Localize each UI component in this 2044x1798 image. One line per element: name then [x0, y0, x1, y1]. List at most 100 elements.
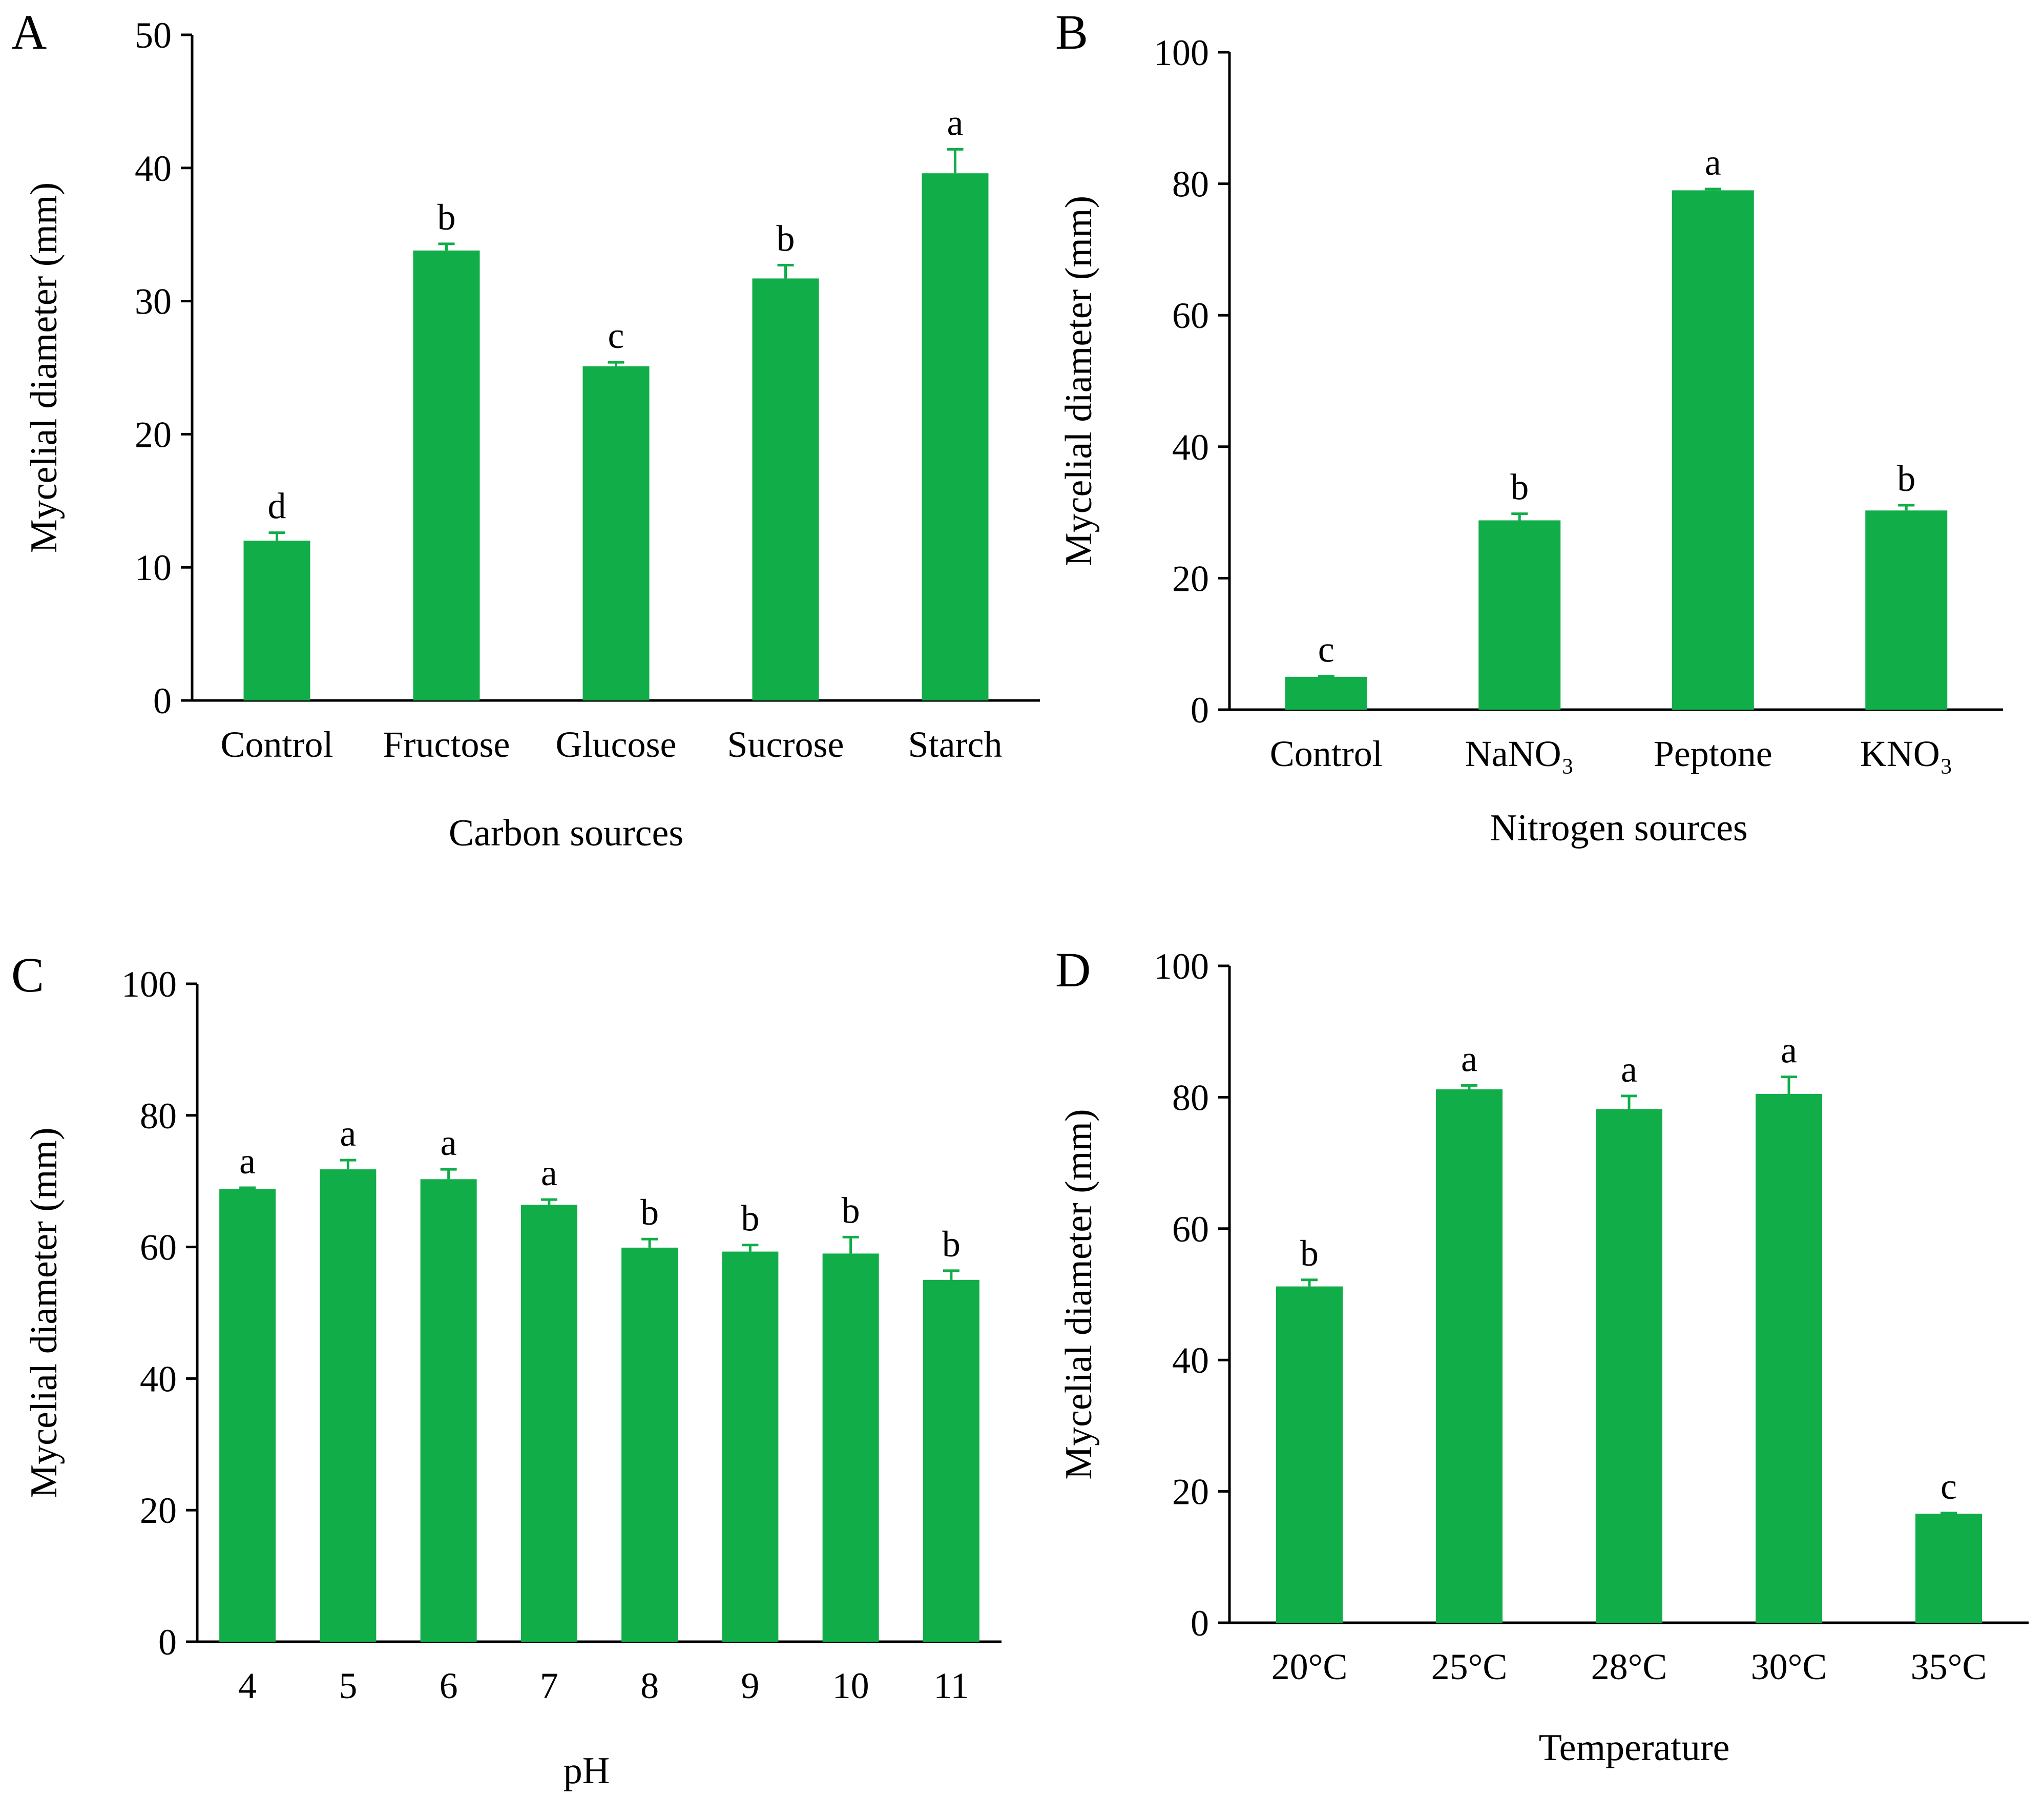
x-tick-label: 10 [832, 1665, 869, 1706]
y-tick-label: 20 [135, 414, 172, 455]
bar [722, 1251, 779, 1642]
x-axis-title: Nitrogen sources [1490, 807, 1747, 849]
y-tick-label: 80 [140, 1096, 177, 1136]
significance-letter: c [1941, 1466, 1957, 1507]
y-tick-label: 40 [140, 1358, 177, 1399]
y-tick-label: 10 [135, 547, 172, 588]
y-tick-label: 100 [1154, 32, 1209, 73]
x-tick-label: 8 [640, 1665, 659, 1706]
x-tick-label: Control [1270, 733, 1383, 774]
x-tick-label: 25°C [1431, 1646, 1508, 1687]
y-tick-label: 50 [135, 15, 172, 56]
bar [621, 1247, 678, 1642]
panel-letter: A [11, 5, 47, 59]
significance-letter: a [1461, 1038, 1477, 1079]
bar [219, 1189, 276, 1642]
x-tick-label: 6 [440, 1665, 458, 1706]
y-tick-label: 100 [1154, 946, 1209, 987]
y-tick-label: 0 [158, 1622, 177, 1663]
x-axis-title: pH [564, 1750, 610, 1792]
y-tick-label: 0 [1191, 1603, 1209, 1644]
bar [1865, 510, 1948, 710]
bar [1672, 190, 1754, 710]
chart-panel-b: B 0 20 40 60 80 100 Mycelial diameter (mm) Nitro… [1055, 5, 2003, 849]
panel-letter: D [1055, 942, 1091, 997]
bar [420, 1179, 477, 1642]
x-tick-label: KNO₃ [1860, 733, 1953, 774]
x-tick-label: 9 [741, 1665, 759, 1706]
bar [582, 366, 650, 700]
x-tick-label: Control [220, 724, 333, 765]
bar [752, 278, 819, 700]
significance-letter: b [842, 1190, 860, 1231]
bar [243, 541, 310, 700]
chart-panel-d: D 0 20 40 60 80 100 Mycelial diameter (mm) Tempe… [1055, 942, 2029, 1769]
y-tick-label: 60 [140, 1227, 177, 1268]
y-axis-title: Mycelial diameter (mm) [23, 182, 65, 553]
significance-letter: a [441, 1122, 457, 1163]
x-axis-title: Carbon sources [449, 812, 683, 854]
x-tick-label: 4 [238, 1665, 257, 1706]
x-tick-label: Fructose [383, 724, 510, 765]
y-tick-label: 60 [1172, 1209, 1209, 1250]
chart-panel-c: C 0 20 40 60 80 100 Mycelial diameter (mm) pH a 4 a… [11, 947, 1002, 1792]
significance-letter: b [640, 1192, 659, 1233]
bar [320, 1169, 377, 1642]
x-tick-label: NaNO₃ [1465, 733, 1574, 774]
x-tick-label: 20°C [1271, 1646, 1348, 1687]
y-axis-title: Mycelial diameter (mm) [23, 1127, 65, 1498]
significance-letter: a [947, 102, 964, 143]
y-tick-label: 0 [153, 680, 172, 721]
significance-letter: b [741, 1198, 759, 1239]
y-tick-label: 40 [1172, 1340, 1209, 1381]
bar [1756, 1093, 1822, 1623]
panel-letter: C [11, 947, 44, 1002]
bar [822, 1253, 879, 1642]
y-tick-label: 80 [1172, 1077, 1209, 1118]
x-tick-label: 28°C [1591, 1646, 1667, 1687]
significance-letter: b [777, 218, 795, 259]
significance-letter: a [1705, 142, 1721, 183]
bar [923, 1279, 979, 1642]
y-tick-label: 20 [140, 1490, 177, 1531]
y-axis-title: Mycelial diameter (mm) [1058, 196, 1100, 566]
significance-letter: a [340, 1113, 356, 1154]
bar [1915, 1514, 1982, 1623]
bar [922, 173, 989, 700]
bar [1478, 520, 1561, 710]
significance-letter: c [608, 315, 624, 356]
y-tick-label: 20 [1172, 1472, 1209, 1513]
significance-letter: a [1621, 1049, 1637, 1090]
x-tick-label: 30°C [1751, 1646, 1827, 1687]
x-tick-label: 35°C [1911, 1646, 1987, 1687]
significance-letter: b [1510, 467, 1529, 508]
bar [1276, 1286, 1343, 1623]
significance-letter: b [1300, 1233, 1319, 1274]
y-tick-label: 20 [1172, 558, 1209, 599]
chart-panel-a: A 0 10 20 30 40 50 Mycelial diameter (mm) Carbon… [11, 5, 1040, 854]
x-tick-label: Starch [908, 724, 1003, 765]
bar [413, 250, 480, 701]
significance-letter: b [1897, 458, 1915, 499]
x-tick-label: 7 [540, 1665, 558, 1706]
significance-letter: b [437, 197, 456, 238]
x-tick-label: Sucrose [727, 724, 844, 765]
significance-letter: c [1318, 629, 1334, 670]
x-axis-title: Temperature [1539, 1727, 1730, 1769]
y-tick-label: 30 [135, 281, 172, 322]
y-axis-title: Mycelial diameter (mm) [1058, 1109, 1100, 1479]
significance-letter: a [541, 1152, 557, 1193]
x-tick-label: 11 [933, 1665, 969, 1706]
y-tick-label: 40 [135, 148, 172, 189]
y-tick-label: 60 [1172, 295, 1209, 336]
y-tick-label: 0 [1191, 690, 1209, 731]
bar [1285, 676, 1367, 710]
y-tick-label: 40 [1172, 427, 1209, 468]
x-tick-label: 5 [339, 1665, 357, 1706]
panel-letter: B [1055, 5, 1088, 59]
y-tick-label: 80 [1172, 164, 1209, 205]
y-tick-label: 100 [121, 964, 177, 1005]
significance-letter: a [239, 1141, 256, 1182]
x-tick-label: Glucose [556, 724, 677, 765]
